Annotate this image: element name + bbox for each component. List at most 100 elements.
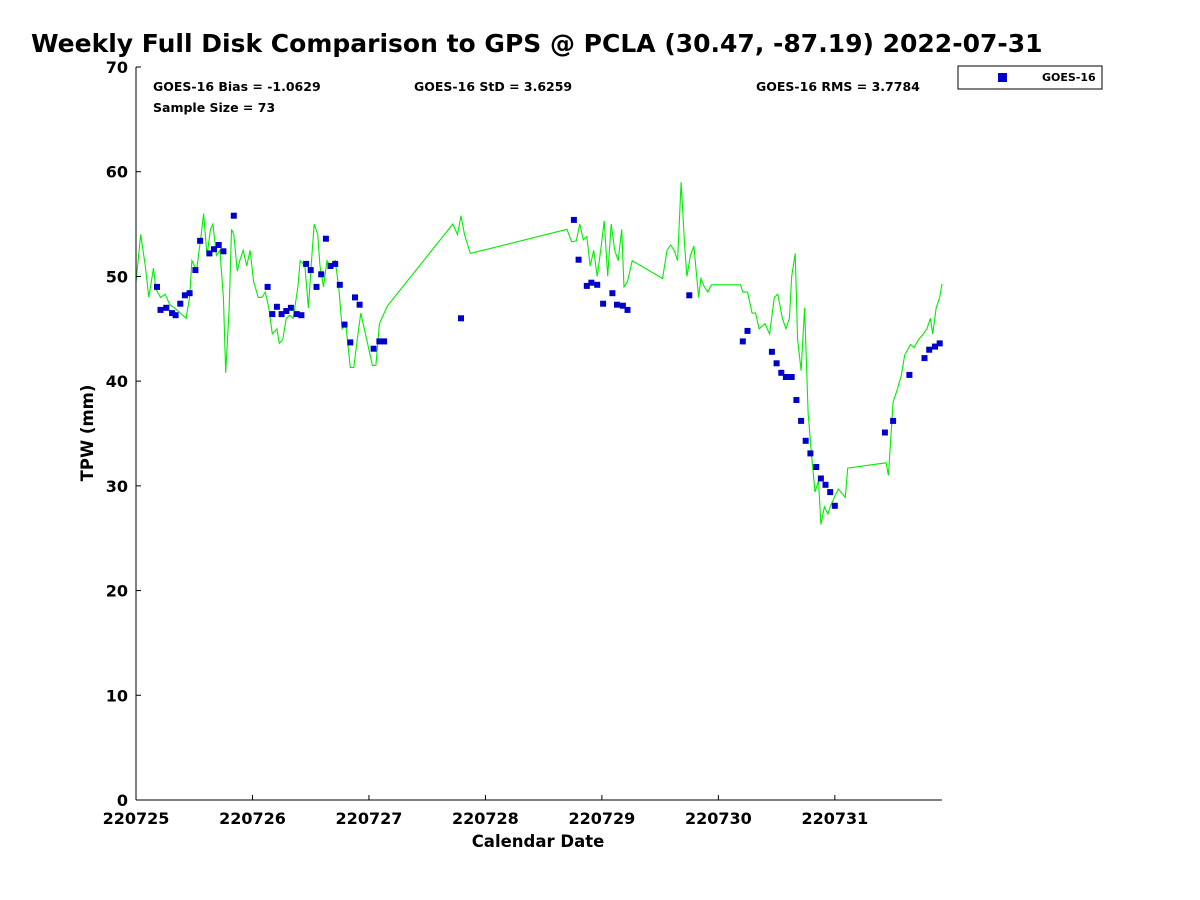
- goes16-data-point: [831, 502, 838, 509]
- goes16-data-point: [583, 282, 590, 289]
- goes16-data-point: [283, 308, 290, 314]
- goes16-data-point: [341, 321, 348, 328]
- goes16-data-point: [287, 304, 294, 311]
- legend: GOES-16: [957, 65, 1103, 90]
- goes16-data-point: [778, 369, 785, 376]
- bias-stat: GOES-16 Bias = -1.0629: [153, 79, 321, 94]
- goes16-data-point: [744, 327, 751, 334]
- axes-layer: 0 10 20 30 40 50 60 70 220725 220726 220727 220728 2…: [103, 58, 942, 828]
- goes16-data-point: [575, 256, 582, 263]
- goes16-data-point: [273, 303, 280, 310]
- goes16-data-point: [813, 464, 820, 470]
- goes16-data-point: [739, 338, 746, 345]
- x-axis-label: Calendar Date: [472, 832, 605, 851]
- goes16-data-point: [370, 345, 377, 352]
- goes16-data-point: [307, 267, 314, 274]
- goes16-data-point: [230, 212, 237, 219]
- y-tick-label: 0: [117, 791, 128, 810]
- goes16-data-point: [186, 290, 193, 297]
- goes16-data-point: [381, 338, 388, 345]
- goes16-data-point: [588, 279, 595, 286]
- y-tick-label: 10: [106, 686, 128, 705]
- y-tick-label: 40: [106, 372, 128, 391]
- y-tick-label: 50: [106, 267, 128, 286]
- goes16-data-point: [220, 248, 227, 255]
- goes16-data-point: [807, 450, 814, 457]
- goes16-data-point: [211, 246, 217, 253]
- data-layer: [135, 182, 943, 525]
- y-axis-label: TPW (mm): [78, 385, 97, 482]
- goes16-data-point: [890, 417, 897, 424]
- goes16-data-point: [768, 348, 775, 355]
- goes16-data-point: [793, 397, 800, 403]
- goes16-data-point: [332, 260, 339, 267]
- legend-marker: [998, 73, 1007, 82]
- x-tick-label: 220730: [685, 809, 752, 828]
- goes16-data-point: [609, 290, 616, 297]
- goes16-data-point: [936, 340, 943, 347]
- goes16-data-point: [619, 302, 626, 309]
- goes16-data-point: [313, 283, 320, 290]
- goes16-data-point: [594, 281, 601, 288]
- rms-stat: GOES-16 RMS = 3.7784: [756, 79, 920, 94]
- goes16-data-point: [614, 301, 620, 308]
- goes16-data-point: [798, 417, 805, 424]
- goes16-data-point: [181, 292, 188, 299]
- goes16-data-point: [298, 312, 305, 319]
- std-stat: GOES-16 StD = 3.6259: [414, 79, 572, 94]
- goes16-data-point: [206, 250, 213, 257]
- goes16-data-point: [169, 310, 176, 317]
- y-tick-label: 30: [106, 477, 128, 496]
- x-tick-label: 220726: [219, 809, 286, 828]
- goes16-data-point: [773, 360, 780, 367]
- goes16-data-point: [458, 315, 464, 322]
- goes16-data-point: [802, 437, 809, 444]
- goes16-data-point: [303, 260, 310, 267]
- goes16-data-point: [264, 283, 271, 290]
- goes16-data-point: [827, 489, 834, 496]
- goes16-data-point: [782, 374, 789, 380]
- x-tick-label: 220727: [336, 809, 403, 828]
- goes16-data-point: [172, 312, 179, 319]
- goes16-data-point: [356, 301, 363, 308]
- sample-size-stat: Sample Size = 73: [153, 100, 275, 115]
- gps-reference-line: [135, 182, 943, 525]
- goes16-data-point: [336, 281, 343, 288]
- x-tick-label: 220731: [801, 809, 868, 828]
- goes16-data-point: [822, 481, 829, 488]
- goes16-data-point: [376, 338, 383, 345]
- goes16-data-point: [154, 283, 160, 290]
- goes16-data-point: [788, 374, 795, 380]
- x-tick-label: 220725: [103, 809, 170, 828]
- goes16-data-point: [163, 304, 170, 311]
- goes16-data-point: [600, 300, 607, 307]
- goes16-data-point: [906, 371, 913, 378]
- y-tick-label: 60: [106, 163, 128, 182]
- goes16-data-point: [817, 475, 824, 482]
- x-tick-label: 220729: [568, 809, 635, 828]
- goes16-data-point: [177, 300, 184, 307]
- y-tick-label: 20: [106, 582, 128, 601]
- goes16-data-point: [269, 311, 276, 318]
- goes16-data-point: [686, 292, 693, 299]
- chart-title: Weekly Full Disk Comparison to GPS @ PCL…: [31, 29, 1043, 58]
- goes16-data-point: [318, 271, 325, 278]
- goes16-data-point: [921, 355, 928, 362]
- goes16-data-point: [352, 294, 358, 301]
- goes16-data-point: [932, 343, 938, 350]
- legend-label: GOES-16: [1042, 71, 1096, 84]
- goes16-data-point: [327, 263, 334, 269]
- goes16-data-point: [926, 346, 933, 353]
- goes16-data-point: [570, 216, 577, 223]
- goes16-data-point: [278, 311, 285, 318]
- goes16-data-point: [157, 306, 164, 313]
- goes16-data-point: [624, 306, 631, 313]
- goes16-data-point: [293, 311, 300, 318]
- goes16-data-point: [881, 429, 888, 436]
- goes16-data-point: [347, 339, 354, 346]
- x-tick-label: 220728: [452, 809, 519, 828]
- goes16-data-point: [192, 267, 199, 274]
- goes16-data-point: [322, 235, 329, 242]
- legend-box: [957, 65, 1103, 90]
